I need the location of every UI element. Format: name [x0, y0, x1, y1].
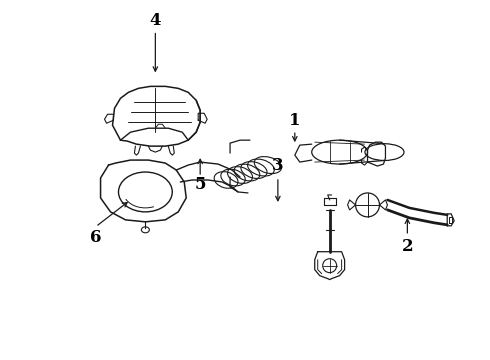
Text: 5: 5 [195, 176, 206, 193]
Text: 2: 2 [402, 238, 413, 255]
Text: 1: 1 [289, 112, 300, 129]
Text: 3: 3 [272, 157, 284, 174]
Text: 6: 6 [90, 229, 101, 246]
Text: 4: 4 [149, 12, 161, 29]
